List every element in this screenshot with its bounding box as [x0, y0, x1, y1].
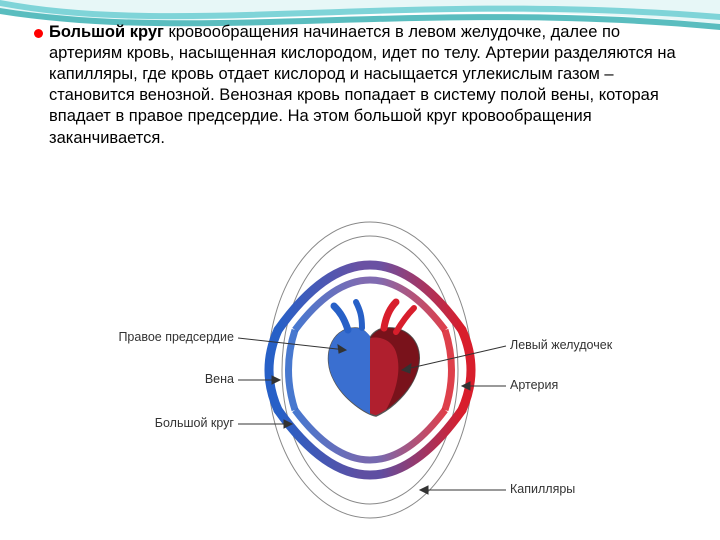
paragraph: Большой круг кровообращения начинается в…	[49, 22, 686, 149]
label-right-atrium: Правое предсердие	[98, 330, 234, 344]
para-rest: кровообращения начинается в левом желудо…	[49, 23, 676, 147]
label-left-ventricle: Левый желудочек	[510, 338, 612, 352]
label-artery: Артерия	[510, 378, 558, 392]
heart-icon	[329, 302, 420, 416]
text-block: Большой круг кровообращения начинается в…	[0, 0, 720, 149]
label-capillaries: Капилляры	[510, 482, 575, 496]
label-vein: Вена	[182, 372, 234, 386]
bullet-dot	[34, 29, 43, 38]
circulation-diagram: Правое предсердие Вена Большой круг Левы…	[120, 210, 620, 530]
bold-lead: Большой круг	[49, 23, 164, 41]
label-systemic: Большой круг	[134, 416, 234, 430]
